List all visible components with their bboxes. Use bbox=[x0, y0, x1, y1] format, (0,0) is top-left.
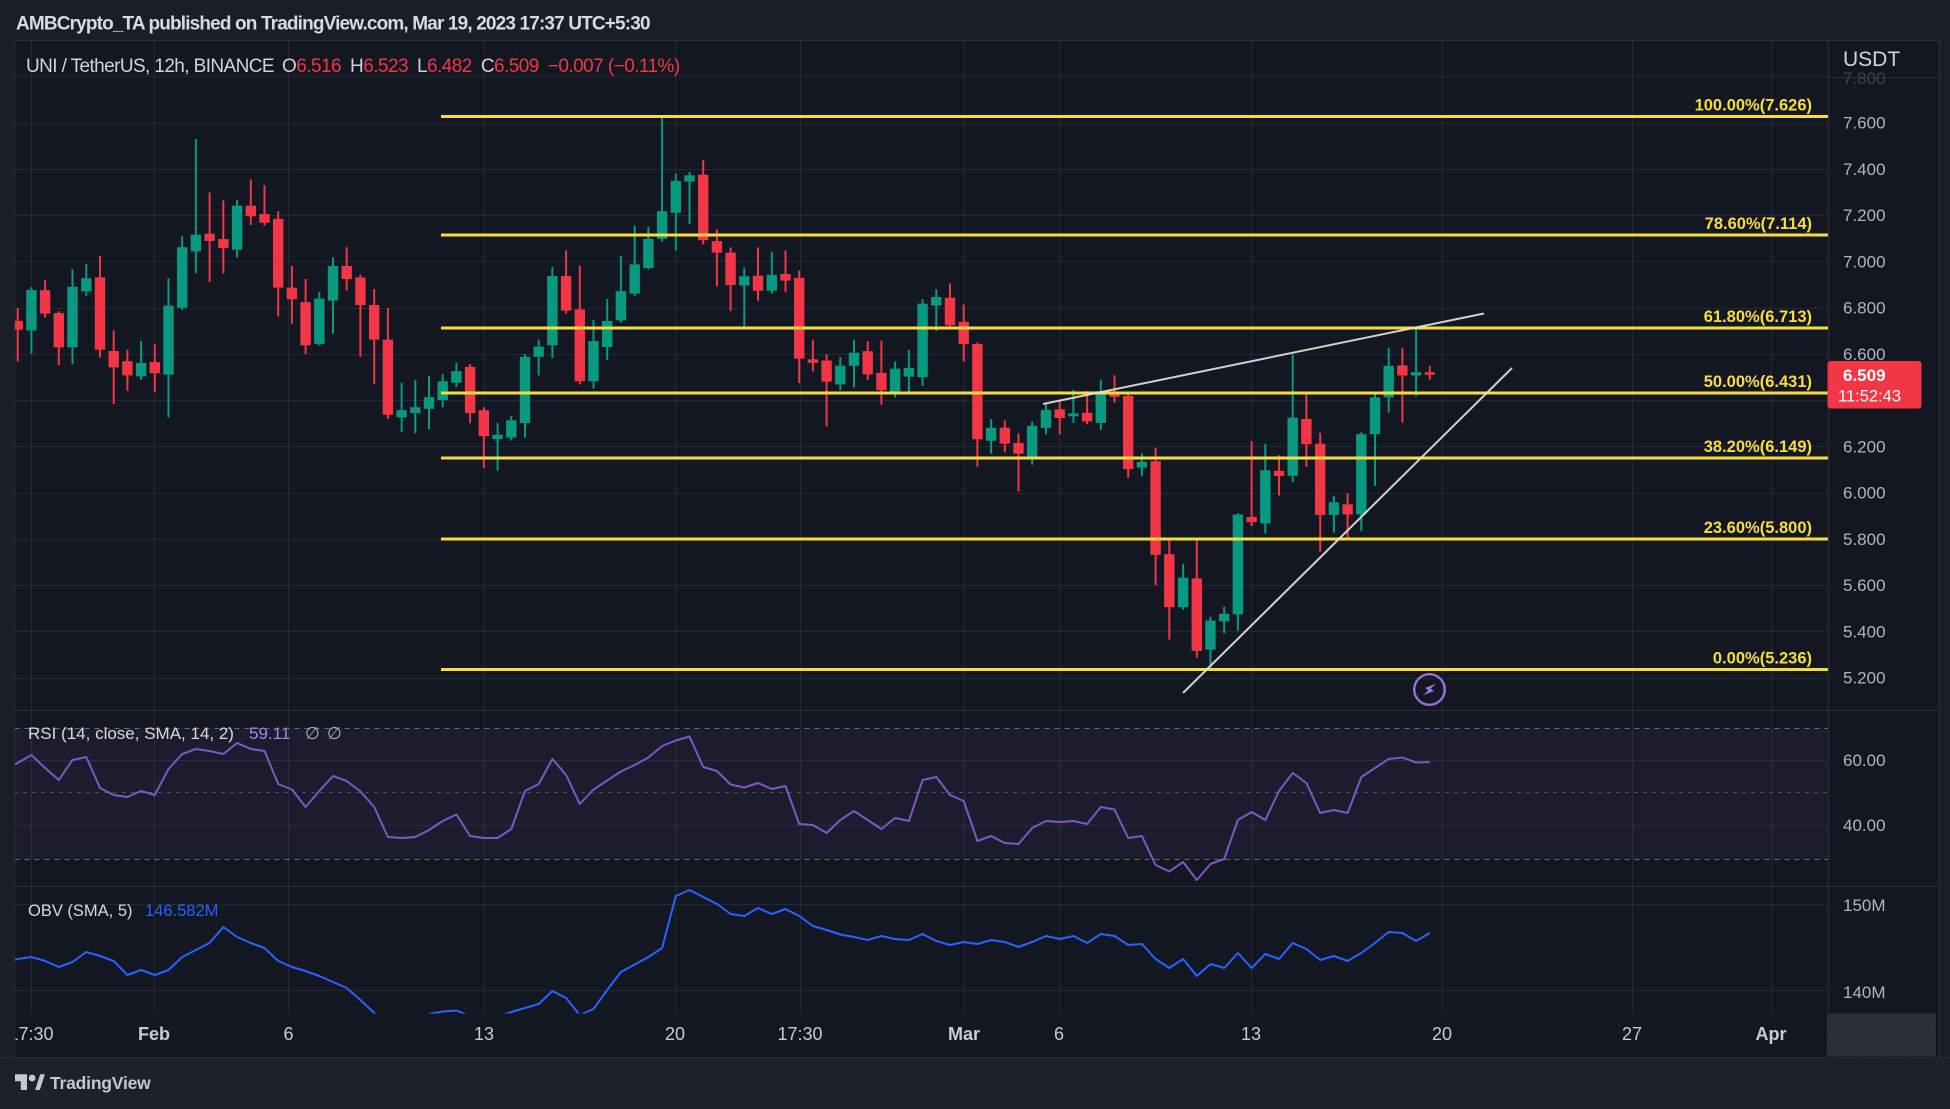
svg-text:6.200: 6.200 bbox=[1843, 437, 1886, 456]
svg-text:7.600: 7.600 bbox=[1843, 114, 1886, 133]
svg-text:20: 20 bbox=[1432, 1024, 1452, 1044]
svg-text:23.60%(5.800): 23.60%(5.800) bbox=[1704, 519, 1812, 537]
svg-text:146.582M: 146.582M bbox=[145, 902, 218, 920]
svg-text:59.11: 59.11 bbox=[249, 724, 290, 743]
svg-text:7.200: 7.200 bbox=[1843, 206, 1886, 225]
svg-text:7.800: 7.800 bbox=[1843, 69, 1886, 88]
svg-text:7.000: 7.000 bbox=[1843, 252, 1886, 271]
svg-text:5.400: 5.400 bbox=[1843, 622, 1886, 641]
svg-text:27: 27 bbox=[1622, 1024, 1642, 1044]
svg-text:13: 13 bbox=[1241, 1024, 1261, 1044]
svg-text:5.800: 5.800 bbox=[1843, 530, 1886, 549]
svg-text:78.60%(7.114): 78.60%(7.114) bbox=[1705, 215, 1812, 233]
svg-text:OBV (SMA, 5): OBV (SMA, 5) bbox=[28, 902, 133, 920]
svg-text:13: 13 bbox=[474, 1024, 494, 1044]
svg-text:60.00: 60.00 bbox=[1843, 751, 1886, 770]
svg-text:5.600: 5.600 bbox=[1843, 576, 1886, 595]
svg-text:140M: 140M bbox=[1843, 983, 1886, 1002]
svg-text:AMBCrypto_TA published on Trad: AMBCrypto_TA published on TradingView.co… bbox=[16, 14, 650, 35]
svg-text:UNI / TetherUS, 12h, BINANCE: UNI / TetherUS, 12h, BINANCE bbox=[26, 56, 274, 77]
svg-text:0.00%(5.236): 0.00%(5.236) bbox=[1713, 649, 1812, 667]
svg-text:20: 20 bbox=[665, 1024, 685, 1044]
svg-text:∅: ∅ bbox=[305, 724, 320, 743]
svg-text:∅: ∅ bbox=[327, 724, 342, 743]
svg-text:USDT: USDT bbox=[1843, 48, 1900, 71]
svg-text:17:30: 17:30 bbox=[8, 1024, 53, 1044]
svg-text:RSI (14, close, SMA, 14, 2): RSI (14, close, SMA, 14, 2) bbox=[28, 724, 234, 743]
svg-text:Feb: Feb bbox=[138, 1024, 170, 1044]
svg-text:6: 6 bbox=[283, 1024, 293, 1044]
svg-text:7.400: 7.400 bbox=[1843, 160, 1886, 179]
svg-text:100.00%(7.626): 100.00%(7.626) bbox=[1695, 97, 1812, 115]
svg-text:6.509: 6.509 bbox=[1843, 366, 1886, 385]
svg-text:Mar: Mar bbox=[948, 1024, 980, 1044]
svg-text:6.800: 6.800 bbox=[1843, 299, 1886, 318]
svg-text:17:30: 17:30 bbox=[777, 1024, 822, 1044]
svg-text:5.200: 5.200 bbox=[1843, 669, 1886, 688]
svg-text:40.00: 40.00 bbox=[1843, 816, 1886, 835]
svg-text:61.80%(6.713): 61.80%(6.713) bbox=[1704, 308, 1812, 326]
svg-text:6.000: 6.000 bbox=[1843, 484, 1886, 503]
svg-text:6.600: 6.600 bbox=[1843, 345, 1886, 364]
svg-text:150M: 150M bbox=[1843, 896, 1886, 915]
svg-text:6: 6 bbox=[1054, 1024, 1064, 1044]
svg-text:11:52:43: 11:52:43 bbox=[1838, 388, 1901, 406]
svg-text:TradingView: TradingView bbox=[50, 1073, 151, 1093]
svg-text:38.20%(6.149): 38.20%(6.149) bbox=[1704, 438, 1812, 456]
svg-text:50.00%(6.431): 50.00%(6.431) bbox=[1704, 373, 1812, 391]
svg-text:Apr: Apr bbox=[1756, 1024, 1787, 1044]
